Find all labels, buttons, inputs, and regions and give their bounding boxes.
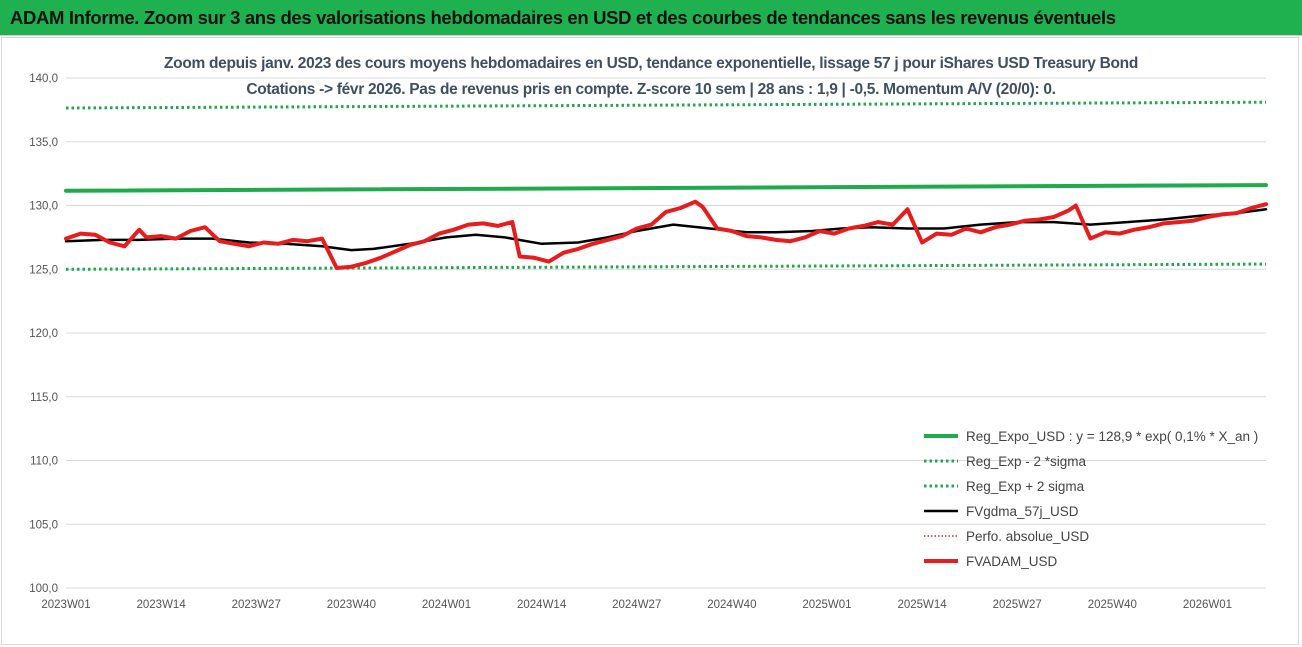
x-tick-label: 2023W40 — [327, 599, 376, 611]
y-axis: 100,0 105,0 110,0 115,0 120,0 125,0 130,0 135,0… — [29, 73, 58, 595]
title-bar: ADAM Informe. Zoom sur 3 ans des valoris… — [0, 0, 1302, 36]
legend-label: Perfo. absolue_USD — [966, 529, 1089, 544]
y-tick-label: 120,0 — [29, 328, 58, 340]
y-tick-label: 115,0 — [30, 392, 58, 404]
y-tick-label: 105,0 — [29, 519, 58, 531]
x-tick-label: 2025W01 — [802, 599, 851, 611]
x-tick-label: 2024W27 — [612, 599, 661, 611]
series-line-5 — [64, 199, 1268, 270]
x-tick-label: 2024W14 — [517, 599, 567, 611]
series-line-0 — [64, 183, 1268, 193]
grid-lines — [66, 77, 1266, 589]
legend-label: Reg_Expo_USD : y = 128,9 * exp( 0,1% * X… — [966, 429, 1258, 444]
x-tick-label: 2023W27 — [232, 599, 281, 611]
x-tick-label: 2026W01 — [1183, 599, 1232, 611]
y-tick-label: 125,0 — [29, 264, 58, 276]
y-tick-label: 135,0 — [29, 137, 58, 149]
x-tick-label: 2025W14 — [897, 599, 947, 611]
y-tick-label: 110,0 — [30, 456, 58, 468]
series-line-2 — [65, 100, 1267, 110]
x-tick-label: 2025W27 — [993, 599, 1042, 611]
series-line-1 — [65, 262, 1267, 271]
chart-subtitle-line1: Zoom depuis janv. 2023 des cours moyens … — [164, 55, 1138, 72]
chart-subtitle-line2: Cotations -> févr 2026. Pas de revenus p… — [246, 81, 1055, 98]
x-tick-label: 2025W40 — [1088, 599, 1137, 611]
legend-label: FVADAM_USD — [966, 554, 1058, 569]
series-layer — [64, 100, 1268, 271]
x-tick-label: 2023W01 — [41, 599, 90, 611]
x-axis: 2023W01 2023W14 2023W27 2023W40 2024W01 2024W… — [41, 599, 1232, 611]
legend-label: Reg_Exp - 2 *sigma — [966, 454, 1087, 469]
y-tick-label: 100,0 — [29, 583, 58, 595]
y-tick-label: 140,0 — [29, 73, 58, 85]
line-chart: Zoom depuis janv. 2023 des cours moyens … — [29, 55, 1268, 611]
x-tick-label: 2024W01 — [422, 599, 471, 611]
x-tick-label: 2023W14 — [137, 599, 187, 611]
legend: Reg_Expo_USD : y = 128,9 * exp( 0,1% * X… — [924, 429, 1258, 569]
y-tick-label: 130,0 — [29, 201, 58, 213]
page-title: ADAM Informe. Zoom sur 3 ans des valoris… — [10, 7, 1116, 28]
legend-label: Reg_Exp + 2 sigma — [966, 479, 1085, 494]
legend-label: FVgdma_57j_USD — [966, 504, 1079, 519]
x-tick-label: 2024W40 — [707, 599, 756, 611]
chart-area: Zoom depuis janv. 2023 des cours moyens … — [1, 37, 1299, 645]
